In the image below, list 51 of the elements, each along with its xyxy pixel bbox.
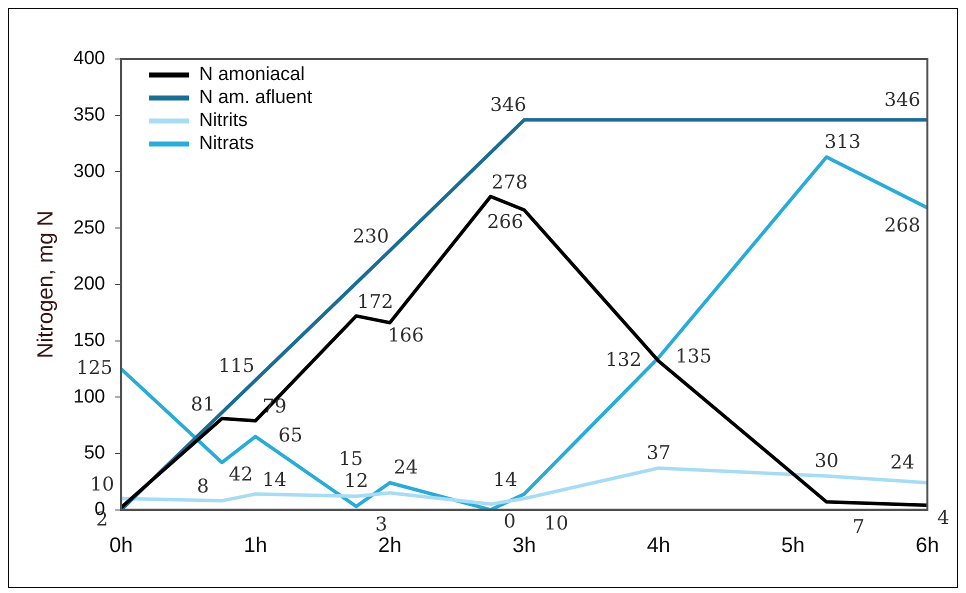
x-tick-label: 4h [646, 534, 670, 558]
data-label: 3 [375, 513, 388, 536]
data-label: 346 [884, 88, 920, 111]
data-label: 132 [605, 348, 642, 371]
data-label: 42 [228, 463, 253, 486]
data-label: 37 [646, 442, 671, 464]
data-label: 172 [357, 290, 394, 313]
y-tick-label: 200 [73, 274, 106, 295]
legend-label: Nitrits [199, 110, 248, 132]
legend-label: N am. afluent [199, 87, 313, 108]
data-label: 166 [388, 324, 424, 347]
legend-label: N amoniacal [199, 64, 305, 86]
data-label: 268 [884, 214, 920, 237]
data-label: 15 [338, 448, 363, 470]
legend-label: Nitrats [199, 133, 254, 154]
data-label: 8 [196, 476, 209, 498]
x-tick-label: 0h [109, 534, 133, 558]
data-label: 115 [218, 355, 255, 378]
data-label: 12 [344, 470, 368, 492]
data-label: 14 [262, 468, 287, 491]
y-tick-label: 400 [73, 48, 106, 70]
data-label: 4 [937, 507, 950, 530]
data-label: 230 [352, 226, 389, 248]
data-label: 10 [90, 473, 114, 496]
y-tick-label: 100 [73, 386, 106, 408]
data-label: 266 [487, 210, 524, 233]
x-tick-label: 3h [512, 534, 536, 558]
data-label: 30 [814, 450, 839, 472]
data-label: 24 [890, 452, 914, 474]
data-label: 313 [824, 130, 861, 153]
y-tick-label: 250 [73, 217, 106, 238]
data-label: 125 [76, 356, 113, 379]
data-label: 10 [544, 512, 568, 534]
x-tick-label: 5h [781, 534, 805, 558]
y-tick-label: 300 [73, 160, 106, 182]
y-axis-title: Nitrogen, mg N [32, 210, 58, 358]
data-label: 135 [675, 346, 712, 368]
data-label: 65 [278, 424, 303, 446]
y-tick-label: 150 [73, 330, 106, 351]
y-tick-label: 350 [73, 104, 106, 126]
x-tick-label: 6h [916, 534, 939, 558]
data-label: 24 [394, 456, 418, 479]
data-label: 0 [504, 510, 516, 533]
data-label: 346 [490, 94, 526, 116]
y-tick-label: 50 [84, 442, 106, 464]
data-label: 278 [491, 171, 528, 194]
x-tick-label: 2h [378, 534, 402, 558]
data-label: 81 [190, 393, 215, 416]
x-tick-label: 1h [244, 534, 268, 558]
data-label: 14 [493, 468, 518, 491]
data-label: 7 [852, 516, 865, 538]
